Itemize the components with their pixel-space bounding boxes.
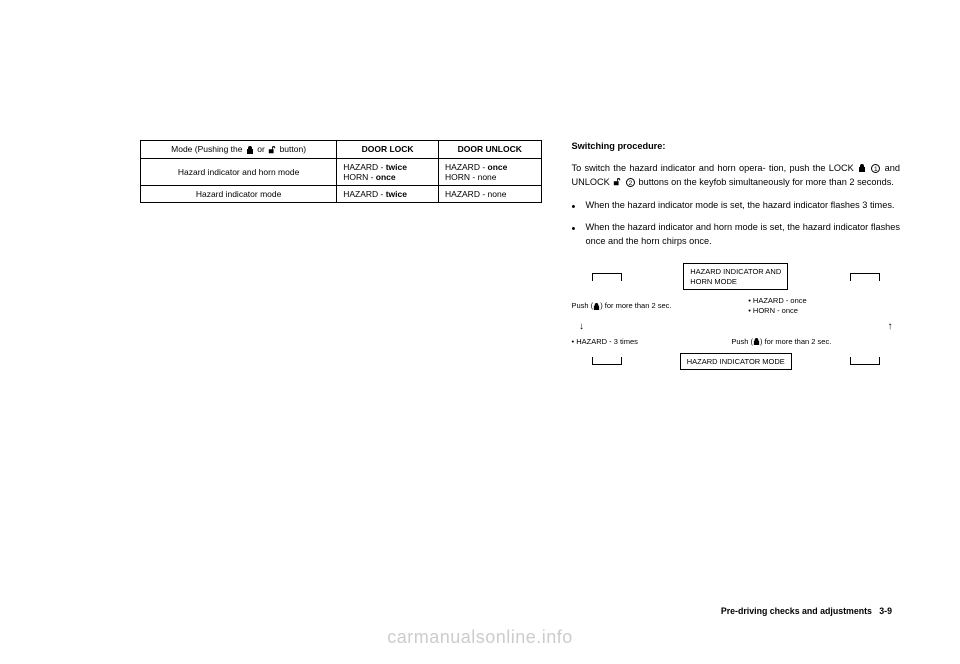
bullet-item: When the hazard indicator mode is set, t…	[572, 199, 901, 213]
row1-lock: HAZARD - twice HORN - once	[337, 158, 439, 185]
mode-diagram: HAZARD INDICATOR AND HORN MODE Push () f…	[572, 263, 901, 371]
header-unlock-cell: DOOR UNLOCK	[439, 141, 541, 159]
bullet-list: When the hazard indicator mode is set, t…	[572, 199, 901, 248]
bullet-item: When the hazard indicator and horn mode …	[572, 221, 901, 249]
circled-2: 2	[626, 178, 635, 187]
row2-unlock: HAZARD - none	[439, 185, 541, 202]
lock-closed-icon	[246, 145, 254, 155]
diagram-push-right: Push () for more than 2 sec.	[723, 337, 900, 347]
diagram-box-top: HAZARD INDICATOR AND HORN MODE	[683, 263, 788, 291]
mode-table: Mode (Pushing the or button) DOOR LOCK D…	[140, 140, 542, 203]
table-row: Hazard indicator and horn mode HAZARD - …	[141, 158, 542, 185]
diagram-results-left: • HAZARD - 3 times	[572, 337, 724, 347]
table-row: Hazard indicator mode HAZARD - twice HAZ…	[141, 185, 542, 202]
header-mode-cell: Mode (Pushing the or button)	[141, 141, 337, 159]
lock-closed-icon	[753, 337, 760, 346]
diagram-push-left: Push () for more than 2 sec.	[572, 301, 741, 311]
lock-open-icon	[613, 177, 621, 187]
diagram-results-right: • HAZARD - once • HORN - once	[740, 296, 900, 316]
lock-closed-icon	[858, 163, 866, 173]
row1-label: Hazard indicator and horn mode	[141, 158, 337, 185]
row1-unlock: HAZARD - once HORN - none	[439, 158, 541, 185]
watermark: carmanualsonline.info	[387, 627, 573, 648]
arrow-down-icon: ↑	[880, 320, 900, 333]
right-column: Switching procedure: To switch the hazar…	[572, 140, 901, 634]
row2-lock: HAZARD - twice	[337, 185, 439, 202]
arrow-down-icon: ↓	[572, 320, 592, 333]
page-footer: Pre-driving checks and adjustments 3-9	[721, 606, 892, 616]
row2-label: Hazard indicator mode	[141, 185, 337, 202]
circled-1: 1	[871, 164, 880, 173]
switching-heading: Switching procedure:	[572, 140, 901, 154]
table-header-row: Mode (Pushing the or button) DOOR LOCK D…	[141, 141, 542, 159]
header-lock-cell: DOOR LOCK	[337, 141, 439, 159]
diagram-box-bottom: HAZARD INDICATOR MODE	[680, 353, 792, 371]
left-column: Mode (Pushing the or button) DOOR LOCK D…	[140, 140, 542, 634]
lock-open-icon	[268, 145, 276, 155]
switching-paragraph: To switch the hazard indicator and horn …	[572, 162, 901, 190]
